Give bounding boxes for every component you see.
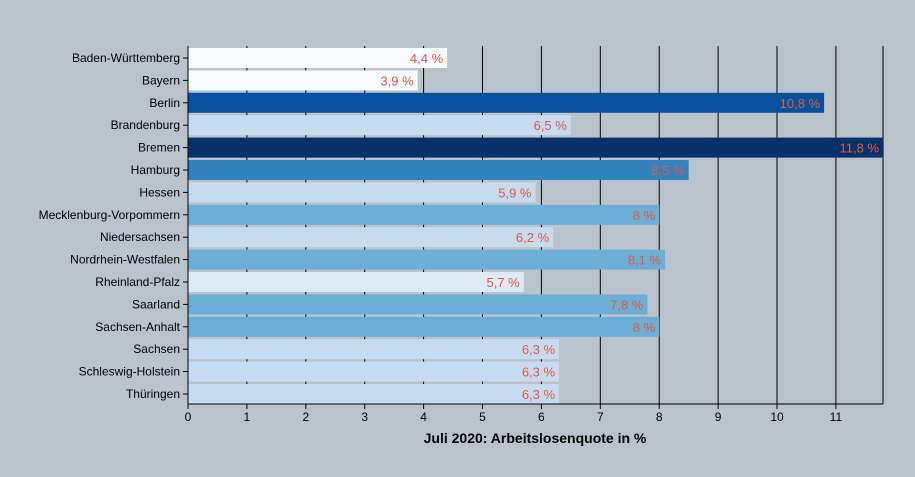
bar xyxy=(188,294,648,315)
value-label: 8,5 % xyxy=(651,163,685,178)
value-label: 10,8 % xyxy=(780,96,821,111)
category-label: Thüringen xyxy=(126,387,180,401)
category-label: Nordrhein-Westfalen xyxy=(70,253,180,267)
x-tick-label: 4 xyxy=(420,410,427,424)
bar xyxy=(188,384,560,404)
category-label: Hamburg xyxy=(131,163,180,177)
category-label: Bremen xyxy=(138,141,180,155)
category-labels: Baden-Württemberg Bayern Berlin Brandenburg… xyxy=(39,51,188,401)
category-label: Rheinland-Pfalz xyxy=(95,275,180,289)
category-label: Schleswig-Holstein xyxy=(79,365,180,379)
x-tick-label: 0 xyxy=(185,410,192,424)
x-tick-label: 1 xyxy=(244,410,251,424)
bar xyxy=(188,182,536,203)
bar xyxy=(188,361,560,382)
x-tick-label: 3 xyxy=(361,410,368,424)
value-label: 5,9 % xyxy=(498,185,532,200)
value-label: 11,8 % xyxy=(840,141,880,156)
x-axis-label: Juli 2020: Arbeitslosenquote in % xyxy=(424,430,647,446)
x-tick-label: 10 xyxy=(770,410,784,424)
bars xyxy=(188,48,884,404)
category-label: Sachsen-Anhalt xyxy=(95,320,180,334)
x-tick-label: 7 xyxy=(597,410,604,424)
x-tick-label: 5 xyxy=(479,410,486,424)
bar xyxy=(188,316,660,337)
category-label: Hessen xyxy=(139,185,180,199)
bar xyxy=(188,339,560,360)
category-label: Sachsen xyxy=(133,342,180,356)
value-label: 6,3 % xyxy=(522,342,556,357)
x-tick-label: 9 xyxy=(715,410,722,424)
category-label: Saarland xyxy=(132,297,180,311)
value-label: 6,2 % xyxy=(516,230,550,245)
value-label: 6,5 % xyxy=(534,118,568,133)
bar xyxy=(188,272,524,292)
bar xyxy=(188,70,418,91)
value-label: 6,3 % xyxy=(522,387,556,402)
value-label: 5,7 % xyxy=(486,275,520,290)
x-tick-label: 11 xyxy=(830,410,843,424)
x-tick-label: 6 xyxy=(538,410,545,424)
x-axis: 0 1 2 3 4 5 6 7 8 9 10 11 xyxy=(185,46,884,424)
bar xyxy=(188,160,689,180)
value-label: 8 % xyxy=(633,208,656,223)
bar xyxy=(188,92,825,113)
category-label: Bayern xyxy=(142,73,180,87)
x-tick-label: 8 xyxy=(656,410,663,424)
value-label: 6,3 % xyxy=(522,365,556,380)
category-label: Berlin xyxy=(149,96,180,110)
bar xyxy=(188,48,448,68)
value-label: 3,9 % xyxy=(380,73,414,88)
bar xyxy=(188,227,554,248)
bar xyxy=(188,115,571,136)
category-label: Mecklenburg-Vorpommern xyxy=(39,208,180,222)
x-tick-label: 2 xyxy=(302,410,309,424)
value-label: 4,4 % xyxy=(410,51,444,66)
value-label: 8 % xyxy=(633,320,656,335)
bar xyxy=(188,204,660,225)
bar xyxy=(188,137,884,158)
category-label: Niedersachsen xyxy=(100,230,180,244)
bar xyxy=(188,249,666,270)
value-label: 7,8 % xyxy=(610,297,644,312)
value-labels: 4,4 % 3,9 % 10,8 % 6,5 % 11,8 % 8,5 % 5,9 % 8 %… xyxy=(380,51,879,402)
category-label: Brandenburg xyxy=(111,118,180,132)
category-label: Baden-Württemberg xyxy=(72,51,180,65)
value-label: 8,1 % xyxy=(628,253,662,268)
